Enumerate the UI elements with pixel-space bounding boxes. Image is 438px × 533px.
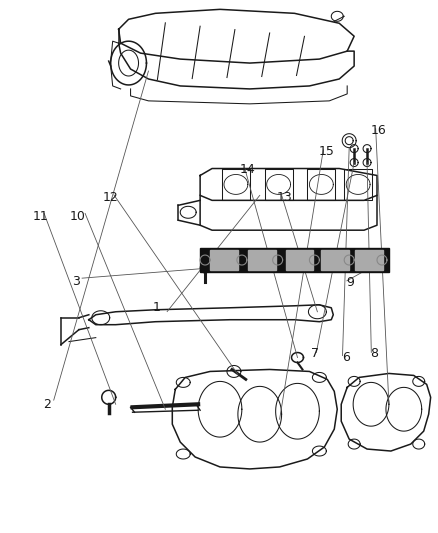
Polygon shape — [209, 250, 237, 270]
Text: 13: 13 — [276, 191, 292, 204]
Text: 2: 2 — [43, 398, 51, 411]
Polygon shape — [285, 250, 313, 270]
Text: 6: 6 — [341, 351, 349, 364]
Text: 9: 9 — [346, 276, 353, 289]
Text: 14: 14 — [240, 164, 255, 176]
Polygon shape — [200, 248, 388, 272]
Text: 8: 8 — [370, 348, 378, 360]
Text: 12: 12 — [102, 191, 118, 204]
Polygon shape — [247, 250, 275, 270]
Text: 7: 7 — [311, 348, 319, 360]
Text: 16: 16 — [370, 124, 386, 137]
Text: 15: 15 — [318, 145, 334, 158]
Polygon shape — [354, 250, 382, 270]
Text: 1: 1 — [152, 301, 160, 314]
Text: 3: 3 — [71, 275, 79, 288]
Text: 10: 10 — [70, 209, 85, 223]
Text: 11: 11 — [33, 209, 49, 223]
Polygon shape — [321, 250, 348, 270]
